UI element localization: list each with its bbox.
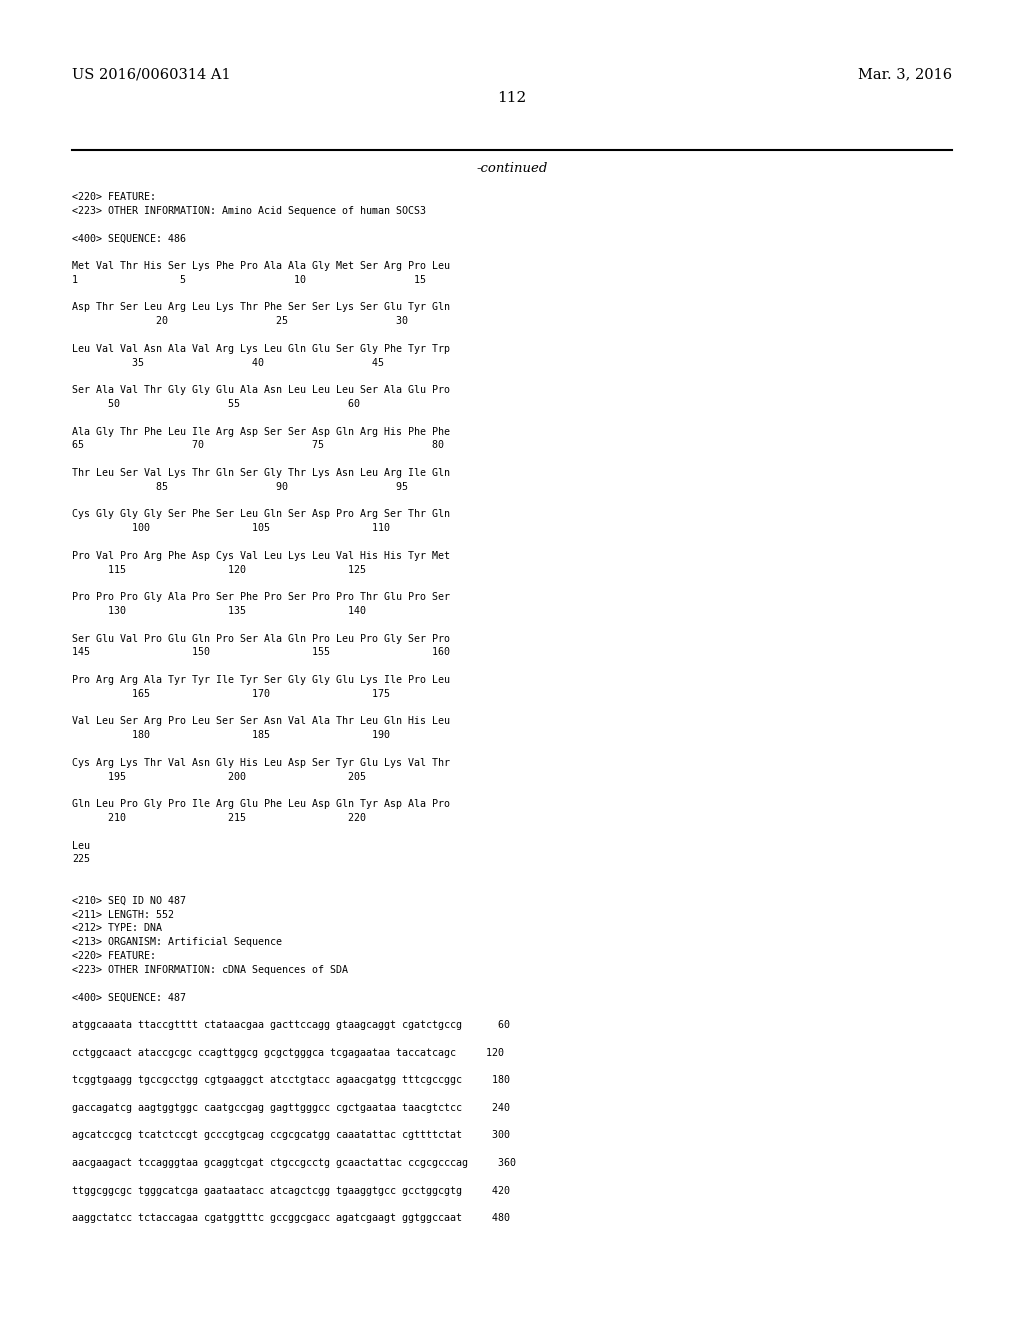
- Text: Pro Arg Arg Ala Tyr Tyr Ile Tyr Ser Gly Gly Glu Lys Ile Pro Leu: Pro Arg Arg Ala Tyr Tyr Ile Tyr Ser Gly …: [72, 675, 450, 685]
- Text: Gln Leu Pro Gly Pro Ile Arg Glu Phe Leu Asp Gln Tyr Asp Ala Pro: Gln Leu Pro Gly Pro Ile Arg Glu Phe Leu …: [72, 799, 450, 809]
- Text: Leu Val Val Asn Ala Val Arg Lys Leu Gln Glu Ser Gly Phe Tyr Trp: Leu Val Val Asn Ala Val Arg Lys Leu Gln …: [72, 343, 450, 354]
- Text: Ser Glu Val Pro Glu Gln Pro Ser Ala Gln Pro Leu Pro Gly Ser Pro: Ser Glu Val Pro Glu Gln Pro Ser Ala Gln …: [72, 634, 450, 644]
- Text: <400> SEQUENCE: 486: <400> SEQUENCE: 486: [72, 234, 186, 243]
- Text: 145                 150                 155                 160: 145 150 155 160: [72, 647, 450, 657]
- Text: 195                 200                 205: 195 200 205: [72, 772, 366, 781]
- Text: Thr Leu Ser Val Lys Thr Gln Ser Gly Thr Lys Asn Leu Arg Ile Gln: Thr Leu Ser Val Lys Thr Gln Ser Gly Thr …: [72, 469, 450, 478]
- Text: 100                 105                 110: 100 105 110: [72, 523, 390, 533]
- Text: 85                  90                  95: 85 90 95: [72, 482, 408, 492]
- Text: atggcaaata ttaccgtttt ctataacgaa gacttccagg gtaagcaggt cgatctgccg      60: atggcaaata ttaccgtttt ctataacgaa gacttcc…: [72, 1020, 510, 1030]
- Text: 210                 215                 220: 210 215 220: [72, 813, 366, 822]
- Text: 1                 5                  10                  15: 1 5 10 15: [72, 275, 426, 285]
- Text: cctggcaact ataccgcgc ccagttggcg gcgctgggca tcgagaataa taccatcagc     120: cctggcaact ataccgcgc ccagttggcg gcgctggg…: [72, 1048, 504, 1057]
- Text: 115                 120                 125: 115 120 125: [72, 565, 366, 574]
- Text: 65                  70                  75                  80: 65 70 75 80: [72, 441, 444, 450]
- Text: aaggctatcc tctaccagaa cgatggtttc gccggcgacc agatcgaagt ggtggccaat     480: aaggctatcc tctaccagaa cgatggtttc gccggcg…: [72, 1213, 510, 1224]
- Text: 225: 225: [72, 854, 90, 865]
- Text: Ser Ala Val Thr Gly Gly Glu Ala Asn Leu Leu Leu Ser Ala Glu Pro: Ser Ala Val Thr Gly Gly Glu Ala Asn Leu …: [72, 385, 450, 395]
- Text: <210> SEQ ID NO 487: <210> SEQ ID NO 487: [72, 896, 186, 906]
- Text: <211> LENGTH: 552: <211> LENGTH: 552: [72, 909, 174, 920]
- Text: aacgaagact tccagggtaa gcaggtcgat ctgccgcctg gcaactattac ccgcgcccag     360: aacgaagact tccagggtaa gcaggtcgat ctgccgc…: [72, 1158, 516, 1168]
- Text: Mar. 3, 2016: Mar. 3, 2016: [858, 67, 952, 81]
- Text: Pro Val Pro Arg Phe Asp Cys Val Leu Lys Leu Val His His Tyr Met: Pro Val Pro Arg Phe Asp Cys Val Leu Lys …: [72, 550, 450, 561]
- Text: <223> OTHER INFORMATION: cDNA Sequences of SDA: <223> OTHER INFORMATION: cDNA Sequences …: [72, 965, 348, 974]
- Text: <220> FEATURE:: <220> FEATURE:: [72, 950, 156, 961]
- Text: ttggcggcgc tgggcatcga gaataatacc atcagctcgg tgaaggtgcc gcctggcgtg     420: ttggcggcgc tgggcatcga gaataatacc atcagct…: [72, 1185, 510, 1196]
- Text: <400> SEQUENCE: 487: <400> SEQUENCE: 487: [72, 993, 186, 1002]
- Text: 180                 185                 190: 180 185 190: [72, 730, 390, 741]
- Text: gaccagatcg aagtggtggc caatgccgag gagttgggcc cgctgaataa taacgtctcc     240: gaccagatcg aagtggtggc caatgccgag gagttgg…: [72, 1102, 510, 1113]
- Text: Met Val Thr His Ser Lys Phe Pro Ala Ala Gly Met Ser Arg Pro Leu: Met Val Thr His Ser Lys Phe Pro Ala Ala …: [72, 261, 450, 271]
- Text: 35                  40                  45: 35 40 45: [72, 358, 384, 367]
- Text: Cys Gly Gly Gly Ser Phe Ser Leu Gln Ser Asp Pro Arg Ser Thr Gln: Cys Gly Gly Gly Ser Phe Ser Leu Gln Ser …: [72, 510, 450, 519]
- Text: tcggtgaagg tgccgcctgg cgtgaaggct atcctgtacc agaacgatgg tttcgccggc     180: tcggtgaagg tgccgcctgg cgtgaaggct atcctgt…: [72, 1076, 510, 1085]
- Text: Cys Arg Lys Thr Val Asn Gly His Leu Asp Ser Tyr Glu Lys Val Thr: Cys Arg Lys Thr Val Asn Gly His Leu Asp …: [72, 758, 450, 768]
- Text: agcatccgcg tcatctccgt gcccgtgcag ccgcgcatgg caaatattac cgttttctat     300: agcatccgcg tcatctccgt gcccgtgcag ccgcgca…: [72, 1130, 510, 1140]
- Text: <223> OTHER INFORMATION: Amino Acid Sequence of human SOCS3: <223> OTHER INFORMATION: Amino Acid Sequ…: [72, 206, 426, 215]
- Text: Pro Pro Pro Gly Ala Pro Ser Phe Pro Ser Pro Pro Thr Glu Pro Ser: Pro Pro Pro Gly Ala Pro Ser Phe Pro Ser …: [72, 593, 450, 602]
- Text: -continued: -continued: [476, 162, 548, 176]
- Text: 165                 170                 175: 165 170 175: [72, 689, 390, 698]
- Text: <220> FEATURE:: <220> FEATURE:: [72, 191, 156, 202]
- Text: Val Leu Ser Arg Pro Leu Ser Ser Asn Val Ala Thr Leu Gln His Leu: Val Leu Ser Arg Pro Leu Ser Ser Asn Val …: [72, 717, 450, 726]
- Text: US 2016/0060314 A1: US 2016/0060314 A1: [72, 67, 230, 81]
- Text: 20                  25                  30: 20 25 30: [72, 317, 408, 326]
- Text: <212> TYPE: DNA: <212> TYPE: DNA: [72, 924, 162, 933]
- Text: <213> ORGANISM: Artificial Sequence: <213> ORGANISM: Artificial Sequence: [72, 937, 282, 948]
- Text: Leu: Leu: [72, 841, 90, 850]
- Text: Ala Gly Thr Phe Leu Ile Arg Asp Ser Ser Asp Gln Arg His Phe Phe: Ala Gly Thr Phe Leu Ile Arg Asp Ser Ser …: [72, 426, 450, 437]
- Text: 130                 135                 140: 130 135 140: [72, 606, 366, 616]
- Text: Asp Thr Ser Leu Arg Leu Lys Thr Phe Ser Ser Lys Ser Glu Tyr Gln: Asp Thr Ser Leu Arg Leu Lys Thr Phe Ser …: [72, 302, 450, 313]
- Text: 112: 112: [498, 91, 526, 106]
- Text: 50                  55                  60: 50 55 60: [72, 399, 360, 409]
